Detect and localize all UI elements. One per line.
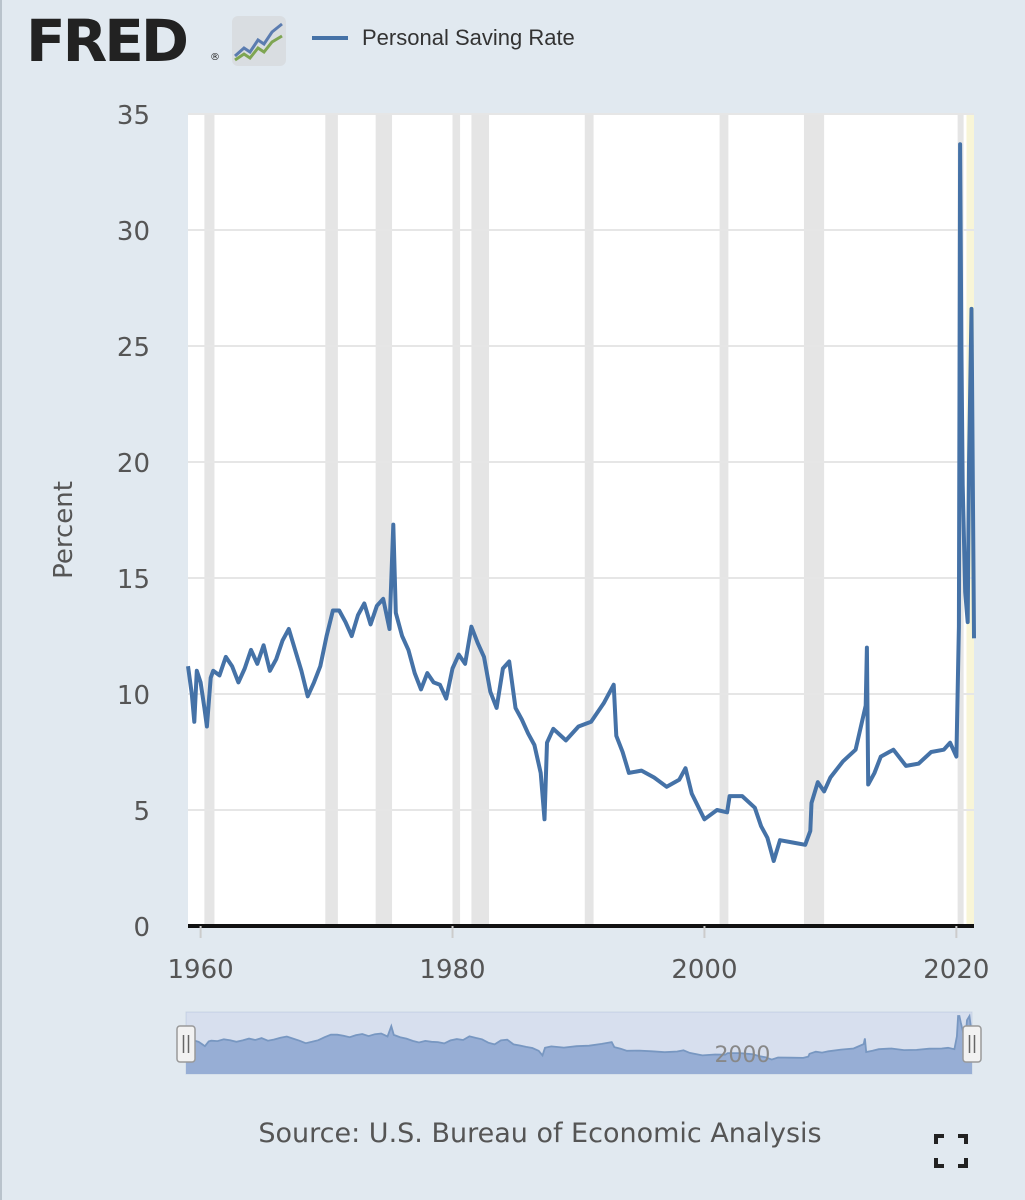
handle-body[interactable] bbox=[176, 1025, 196, 1063]
source-note: Source: U.S. Bureau of Economic Analysis bbox=[258, 1118, 822, 1149]
y-tick-label: 0 bbox=[133, 913, 150, 943]
recession-band-2 bbox=[375, 114, 393, 926]
chart-legend[interactable]: Personal Saving Rate bbox=[312, 22, 575, 54]
legend-swatch bbox=[312, 36, 348, 40]
series-line-personal-saving-rate bbox=[186, 142, 976, 863]
y-tick-label: 20 bbox=[117, 449, 150, 479]
recession-bands bbox=[204, 114, 964, 926]
y-tick-label: 25 bbox=[117, 333, 150, 363]
line-chart-icon bbox=[232, 16, 286, 66]
recession-band-0 bbox=[204, 114, 215, 926]
x-tick-label: 2000 bbox=[671, 955, 737, 985]
y-tick-label: 5 bbox=[133, 797, 150, 827]
y-tick-label: 10 bbox=[117, 681, 150, 711]
fullscreen-icon[interactable] bbox=[934, 1134, 968, 1168]
y-tick-label: 35 bbox=[117, 101, 150, 131]
legend-label: Personal Saving Rate bbox=[362, 25, 575, 50]
navigator-handle-right[interactable] bbox=[962, 1025, 982, 1063]
navigator-tick-label: 2000 bbox=[714, 1043, 770, 1068]
x-tick-label: 2020 bbox=[923, 955, 989, 985]
x-axis: 1960 1980 2000 2020 bbox=[168, 926, 989, 985]
y-axis: 0 5 10 15 20 25 30 35 bbox=[117, 101, 150, 943]
gridlines bbox=[188, 113, 974, 928]
registered-mark: ® bbox=[210, 52, 220, 63]
recession-band-5 bbox=[584, 114, 594, 926]
navigator-series-area bbox=[186, 1016, 972, 1074]
navigator-series-line bbox=[185, 1013, 973, 1061]
range-navigator[interactable]: 2000 bbox=[176, 1011, 982, 1075]
navigator-handle-left[interactable] bbox=[176, 1025, 196, 1063]
y-axis-label: Percent bbox=[49, 481, 79, 579]
x-tick-label: 1960 bbox=[168, 955, 234, 985]
recession-band-4 bbox=[471, 114, 490, 926]
recession-band-6 bbox=[719, 114, 729, 926]
recession-band-3 bbox=[452, 114, 461, 926]
x-tick-label: 1980 bbox=[419, 955, 485, 985]
navigator-selected-range[interactable] bbox=[186, 1012, 972, 1074]
recession-band-7 bbox=[803, 114, 825, 926]
recession-band-1 bbox=[325, 114, 338, 926]
y-tick-label: 30 bbox=[117, 217, 150, 247]
y-tick-label: 15 bbox=[117, 565, 150, 595]
plot-background bbox=[188, 114, 974, 926]
handle-body[interactable] bbox=[962, 1025, 982, 1063]
frame-edge bbox=[0, 0, 2, 1200]
fred-logo[interactable]: FRED bbox=[26, 7, 189, 75]
